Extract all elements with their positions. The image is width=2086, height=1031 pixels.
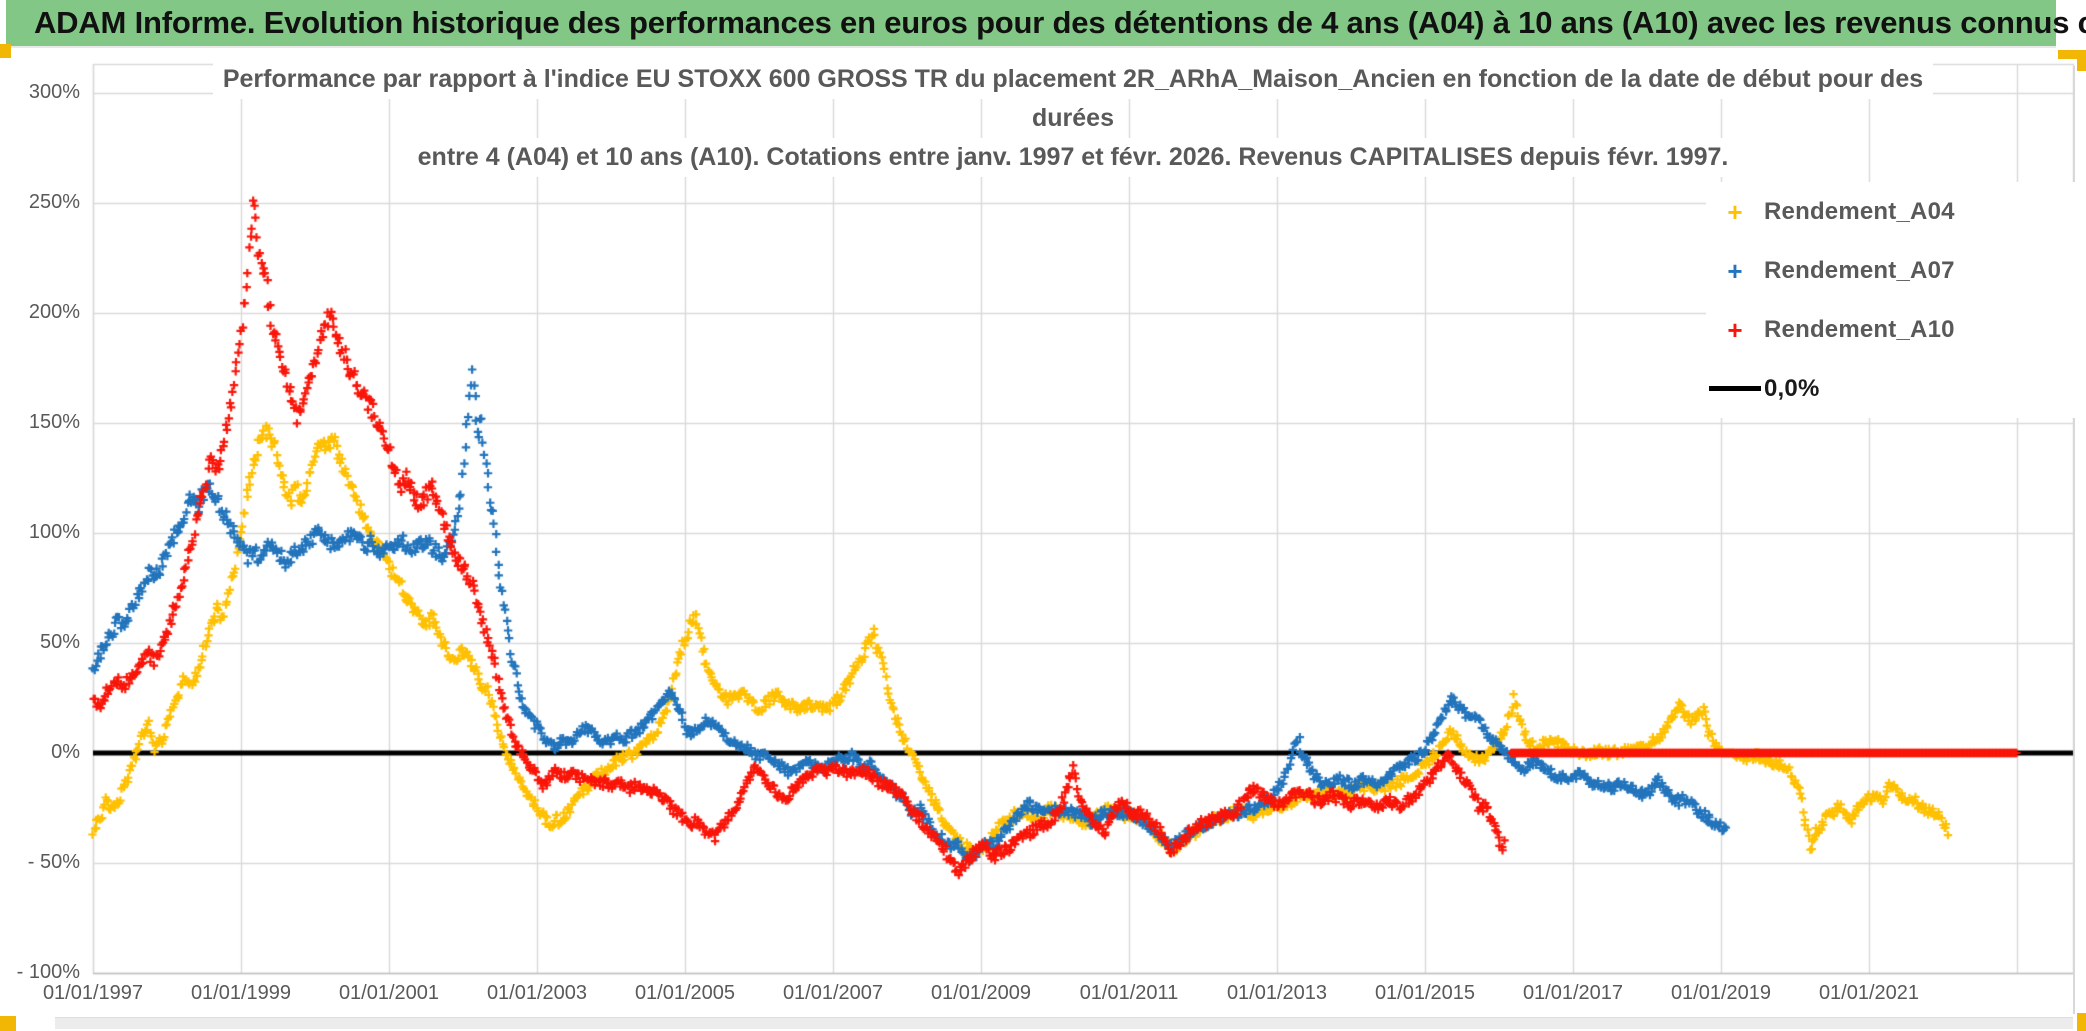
plus-marker-icon: + <box>1727 196 1743 227</box>
x-axis-tick-label: 01/01/1999 <box>190 982 292 1004</box>
x-axis-tick-label: 01/01/2011 <box>1079 982 1179 1004</box>
x-axis-tick-label: 01/01/2019 <box>1670 982 1772 1004</box>
chart-title-line-3: entre 4 (A04) et 10 ans (A10). Cotations… <box>407 138 1739 177</box>
legend-item-a10[interactable]: + Rendement_A10 <box>1706 300 2076 359</box>
x-axis-tick-label: 01/01/2015 <box>1374 982 1476 1004</box>
legend: + Rendement_A04 + Rendement_A07 + Rendem… <box>1706 182 2076 418</box>
x-axis-tick-label: 01/01/2017 <box>1522 982 1624 1004</box>
y-axis-tick-label: 100% <box>28 521 80 543</box>
y-axis-tick-label: 250% <box>28 191 80 213</box>
legend-item-a07[interactable]: + Rendement_A07 <box>1706 241 2076 300</box>
chart-title-line-1: Performance par rapport à l'indice EU ST… <box>212 60 1934 99</box>
y-axis-tick-label: 200% <box>28 301 80 323</box>
plus-marker-icon: + <box>1727 314 1743 345</box>
legend-label: Rendement_A04 <box>1764 197 1955 225</box>
zero-line-swatch-icon <box>1709 386 1761 391</box>
legend-item-a04[interactable]: + Rendement_A04 <box>1706 182 2076 241</box>
chart-title: Performance par rapport à l'indice EU ST… <box>133 60 2013 177</box>
legend-label: 0,0% <box>1764 374 1820 402</box>
y-axis-tick-label: 0% <box>51 741 80 763</box>
x-axis-tick-label: 01/01/1997 <box>42 982 144 1004</box>
legend-label: Rendement_A10 <box>1764 315 1955 343</box>
x-axis-tick-label: 01/01/2013 <box>1226 982 1328 1004</box>
x-axis-tick-label: 01/01/2007 <box>782 982 884 1004</box>
chart-title-line-2: durées <box>1022 99 1124 138</box>
legend-item-zero-line[interactable]: 0,0% <box>1706 359 2076 418</box>
x-axis-tick-label: 01/01/2003 <box>486 982 588 1004</box>
y-axis-tick-label: 150% <box>28 411 80 433</box>
legend-label: Rendement_A07 <box>1764 256 1955 284</box>
plus-marker-icon: + <box>1727 255 1743 286</box>
x-axis-tick-label: 01/01/2001 <box>338 982 440 1004</box>
x-axis-tick-label: 01/01/2005 <box>634 982 736 1004</box>
x-axis-tick-label: 01/01/2021 <box>1818 982 1920 1004</box>
y-axis-tick-label: 50% <box>39 631 80 653</box>
y-axis-tick-label: - 50% <box>27 851 80 873</box>
y-axis-tick-label: - 100% <box>16 961 80 983</box>
x-axis-tick-label: 01/01/2009 <box>930 982 1032 1004</box>
y-axis-tick-label: 300% <box>28 81 80 103</box>
